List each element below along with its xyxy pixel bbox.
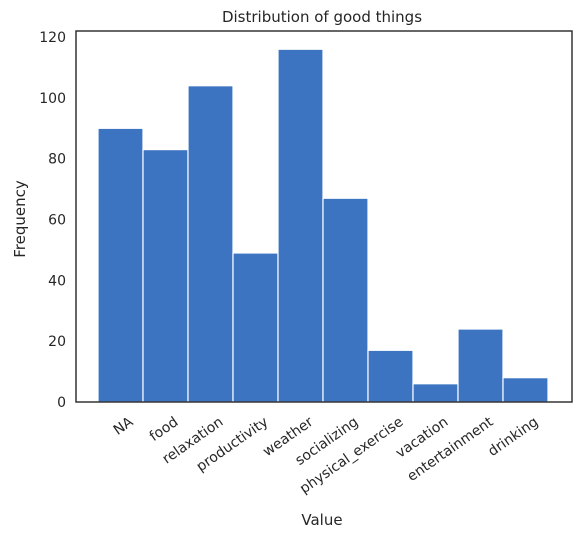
- x-tick-label: NA: [111, 414, 137, 439]
- bar-productivity: [232, 252, 279, 403]
- plot-frame: [75, 30, 573, 403]
- y-tick-label: 120: [39, 30, 66, 46]
- bars-group: [97, 48, 549, 403]
- y-tick-label: 80: [48, 152, 66, 168]
- y-tick-label: 100: [39, 91, 66, 107]
- chart-title: Distribution of good things: [222, 8, 422, 26]
- bar-weather: [277, 48, 324, 403]
- x-tick-label: drinking: [485, 414, 541, 460]
- y-axis-label: Frequency: [11, 180, 29, 258]
- bar-relaxation: [187, 85, 234, 403]
- bar-na: [97, 127, 144, 403]
- bar-entertainment: [457, 328, 504, 403]
- y-tick-label: 20: [48, 334, 66, 350]
- bar-food: [142, 148, 189, 403]
- y-tick-label: 40: [48, 273, 66, 289]
- x-axis-ticks: NA foodrelaxationproductivityweathersocia…: [111, 414, 542, 497]
- y-tick-label: 0: [57, 395, 66, 411]
- bar-vacation: [412, 383, 459, 403]
- y-axis-ticks: 0 20 40 60 80 100 120: [39, 30, 66, 411]
- y-tick-label: 60: [48, 213, 66, 229]
- bar-physical-exercise: [367, 349, 414, 403]
- bar-drinking: [502, 377, 549, 403]
- x-tick-label: food: [147, 414, 182, 445]
- x-axis-label: Value: [301, 511, 342, 529]
- bar-socializing: [322, 197, 369, 403]
